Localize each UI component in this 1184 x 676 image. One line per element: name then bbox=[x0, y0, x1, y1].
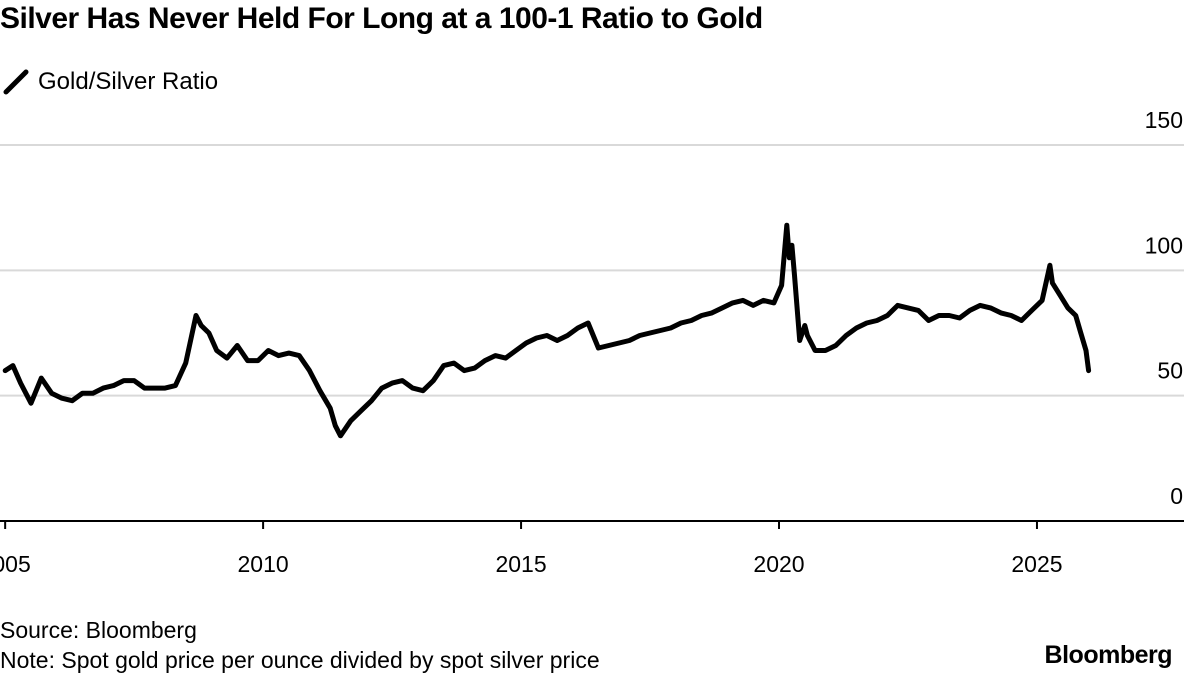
x-tick-label-2005: 2005 bbox=[0, 551, 31, 577]
y-tick-label-0: 0 bbox=[1170, 483, 1183, 509]
x-tick-label-2025: 2025 bbox=[1011, 551, 1062, 577]
x-tick-label-2020: 2020 bbox=[753, 551, 804, 577]
note-text: Note: Spot gold price per ounce divided … bbox=[0, 647, 600, 673]
source-text: Source: Bloomberg bbox=[0, 617, 197, 643]
bloomberg-logo: Bloomberg bbox=[1044, 641, 1173, 669]
y-tick-label-50: 50 bbox=[1157, 358, 1183, 384]
x-tick-label-2015: 2015 bbox=[495, 551, 546, 577]
series-line-gold-silver-ratio bbox=[2, 222, 1092, 439]
y-tick-label-100: 100 bbox=[1145, 232, 1183, 258]
diagonal-line-icon bbox=[3, 69, 29, 95]
legend: Gold/Silver Ratio bbox=[2, 66, 218, 98]
legend-label: Gold/Silver Ratio bbox=[38, 68, 219, 95]
y-tick-label-150: 150 bbox=[1145, 107, 1183, 133]
x-tick-label-2010: 2010 bbox=[238, 551, 289, 577]
chart-title: Silver Has Never Held For Long at a 100-… bbox=[0, 2, 763, 35]
